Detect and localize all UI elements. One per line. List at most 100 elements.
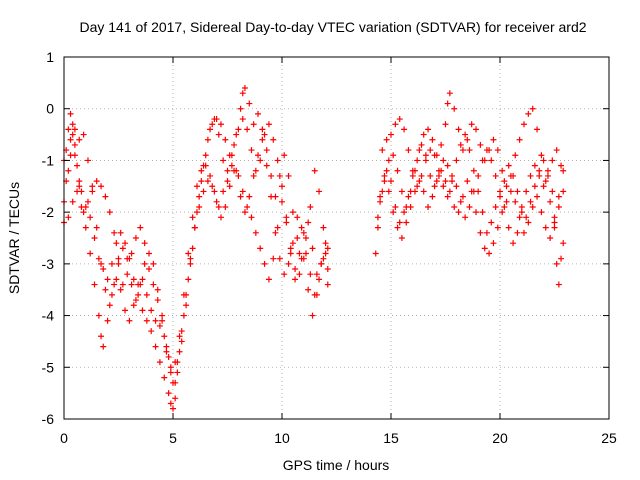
data-point	[265, 121, 272, 128]
data-point	[305, 286, 312, 293]
data-point	[204, 178, 211, 185]
data-point	[438, 167, 445, 174]
data-point	[276, 172, 283, 179]
data-point	[117, 229, 124, 236]
data-point	[95, 312, 102, 319]
y-tick-label: 1	[46, 49, 54, 65]
data-point	[558, 255, 565, 262]
data-point	[163, 348, 170, 355]
data-point	[126, 317, 133, 324]
data-point	[189, 245, 196, 252]
data-point	[196, 193, 203, 200]
data-point	[193, 183, 200, 190]
data-point	[78, 203, 85, 210]
data-point	[268, 193, 275, 200]
data-point	[265, 276, 272, 283]
x-tick-label: 25	[601, 430, 617, 446]
data-point	[470, 167, 477, 174]
data-point	[132, 235, 139, 241]
data-point	[217, 214, 224, 221]
data-point	[84, 157, 91, 164]
data-point	[146, 250, 153, 257]
data-point	[159, 312, 166, 319]
data-point	[416, 178, 423, 185]
data-point	[69, 198, 76, 205]
data-point	[100, 343, 107, 350]
data-point	[488, 157, 495, 164]
data-point	[117, 286, 124, 293]
data-point	[300, 229, 307, 236]
data-point	[449, 172, 456, 179]
data-point	[141, 260, 148, 267]
y-tick-label: -1	[42, 152, 55, 168]
data-point	[148, 328, 155, 335]
data-point	[446, 188, 453, 195]
data-point	[296, 250, 303, 257]
data-point	[233, 167, 240, 174]
data-point	[241, 209, 248, 216]
axis-ticks	[63, 56, 610, 420]
data-point	[516, 214, 523, 221]
data-point	[425, 126, 432, 133]
data-point	[67, 152, 74, 159]
y-tick-labels: -6 -5 -4 -3 -2 -1 0 1	[42, 49, 55, 427]
data-point	[102, 193, 109, 200]
data-point	[468, 188, 475, 195]
data-point	[453, 183, 460, 190]
data-point	[187, 255, 194, 262]
data-point	[289, 240, 296, 247]
data-point	[490, 136, 497, 143]
data-point	[427, 172, 434, 179]
data-point	[165, 390, 172, 397]
data-point	[224, 178, 231, 185]
data-point	[108, 260, 115, 267]
data-point	[560, 188, 567, 195]
data-point	[503, 183, 510, 190]
data-point	[527, 198, 534, 205]
data-point	[516, 136, 523, 143]
series-track-h	[377, 167, 567, 257]
data-point	[385, 188, 392, 195]
data-point	[224, 167, 231, 174]
data-point	[287, 250, 294, 257]
data-point	[204, 136, 211, 143]
data-point	[388, 131, 394, 138]
data-point	[536, 167, 543, 174]
data-point	[449, 178, 456, 185]
data-point	[220, 188, 227, 195]
data-point	[91, 281, 98, 288]
data-point	[442, 178, 449, 185]
data-point	[252, 229, 259, 236]
data-point	[89, 183, 96, 190]
data-point	[80, 131, 87, 138]
data-point	[82, 224, 89, 231]
data-point	[137, 281, 144, 288]
data-point	[226, 183, 233, 190]
data-point	[150, 260, 157, 267]
y-tick-label: -4	[42, 308, 55, 324]
data-point	[392, 203, 399, 210]
data-point	[239, 90, 246, 97]
data-point	[540, 183, 547, 190]
data-point	[488, 219, 495, 226]
data-point	[401, 126, 408, 133]
data-point	[239, 116, 246, 123]
data-point	[74, 188, 81, 195]
data-point	[459, 193, 466, 200]
data-point	[279, 183, 285, 190]
data-point	[420, 131, 427, 138]
data-point	[422, 152, 429, 159]
data-point	[490, 240, 497, 247]
data-point	[390, 209, 397, 216]
data-point	[274, 224, 281, 231]
data-point	[518, 203, 525, 210]
x-axis-label: GPS time / hours	[283, 457, 390, 473]
data-point	[396, 116, 403, 123]
data-point	[525, 219, 532, 226]
data-point	[440, 183, 447, 190]
data-point	[409, 172, 416, 179]
data-point	[538, 209, 545, 216]
data-point	[228, 152, 235, 159]
data-point	[403, 219, 410, 226]
data-point	[374, 214, 381, 221]
